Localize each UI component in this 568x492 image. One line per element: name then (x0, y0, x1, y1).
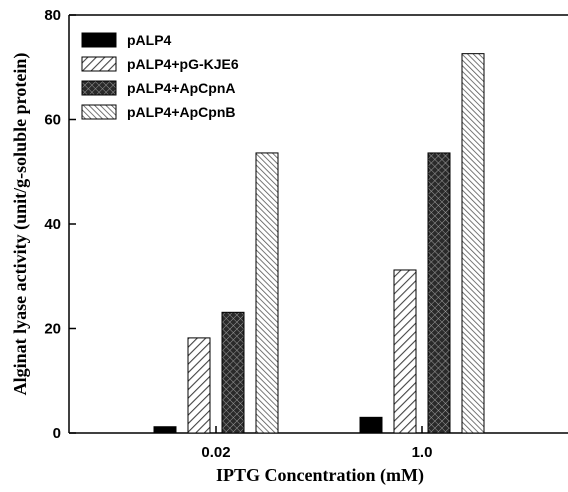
y-tick-label: 80 (44, 7, 61, 24)
y-axis-ticks: 0 20 40 60 80 (44, 7, 76, 442)
bar (221, 311, 245, 434)
legend: pALP4 pALP4+pG-KJE6 pALP4+ApCpnA pALP4+ApCp… (81, 32, 239, 120)
legend-label: pALP4+pG-KJE6 (127, 56, 239, 72)
x-tick-label: 0.02 (201, 444, 230, 461)
x-axis-title: IPTG Concentration (mM) (216, 465, 424, 486)
legend-label: pALP4+ApCpnB (127, 104, 236, 120)
legend-swatch (81, 80, 117, 96)
legend-label: pALP4 (127, 32, 172, 48)
legend-swatch (81, 104, 117, 120)
bar (359, 416, 383, 434)
axes (68, 14, 568, 434)
legend-label: pALP4+ApCpnA (127, 80, 236, 96)
bar (461, 53, 485, 434)
y-tick-label: 0 (53, 425, 61, 442)
bar (255, 152, 279, 434)
legend-swatch (81, 56, 117, 72)
bars (153, 53, 485, 434)
y-tick-label: 40 (44, 216, 61, 233)
x-tick-label: 1.0 (412, 444, 433, 461)
bar (427, 152, 451, 434)
y-tick-label: 20 (44, 321, 61, 338)
legend-swatch (81, 32, 117, 48)
bar (393, 269, 417, 434)
y-tick-label: 60 (44, 112, 61, 129)
bar (153, 426, 177, 434)
x-axis-ticks: 0.02 1.0 (201, 426, 432, 461)
y-axis-title: Alginat lyase activity (unit/g-soluble p… (10, 53, 31, 396)
bar (187, 337, 211, 434)
